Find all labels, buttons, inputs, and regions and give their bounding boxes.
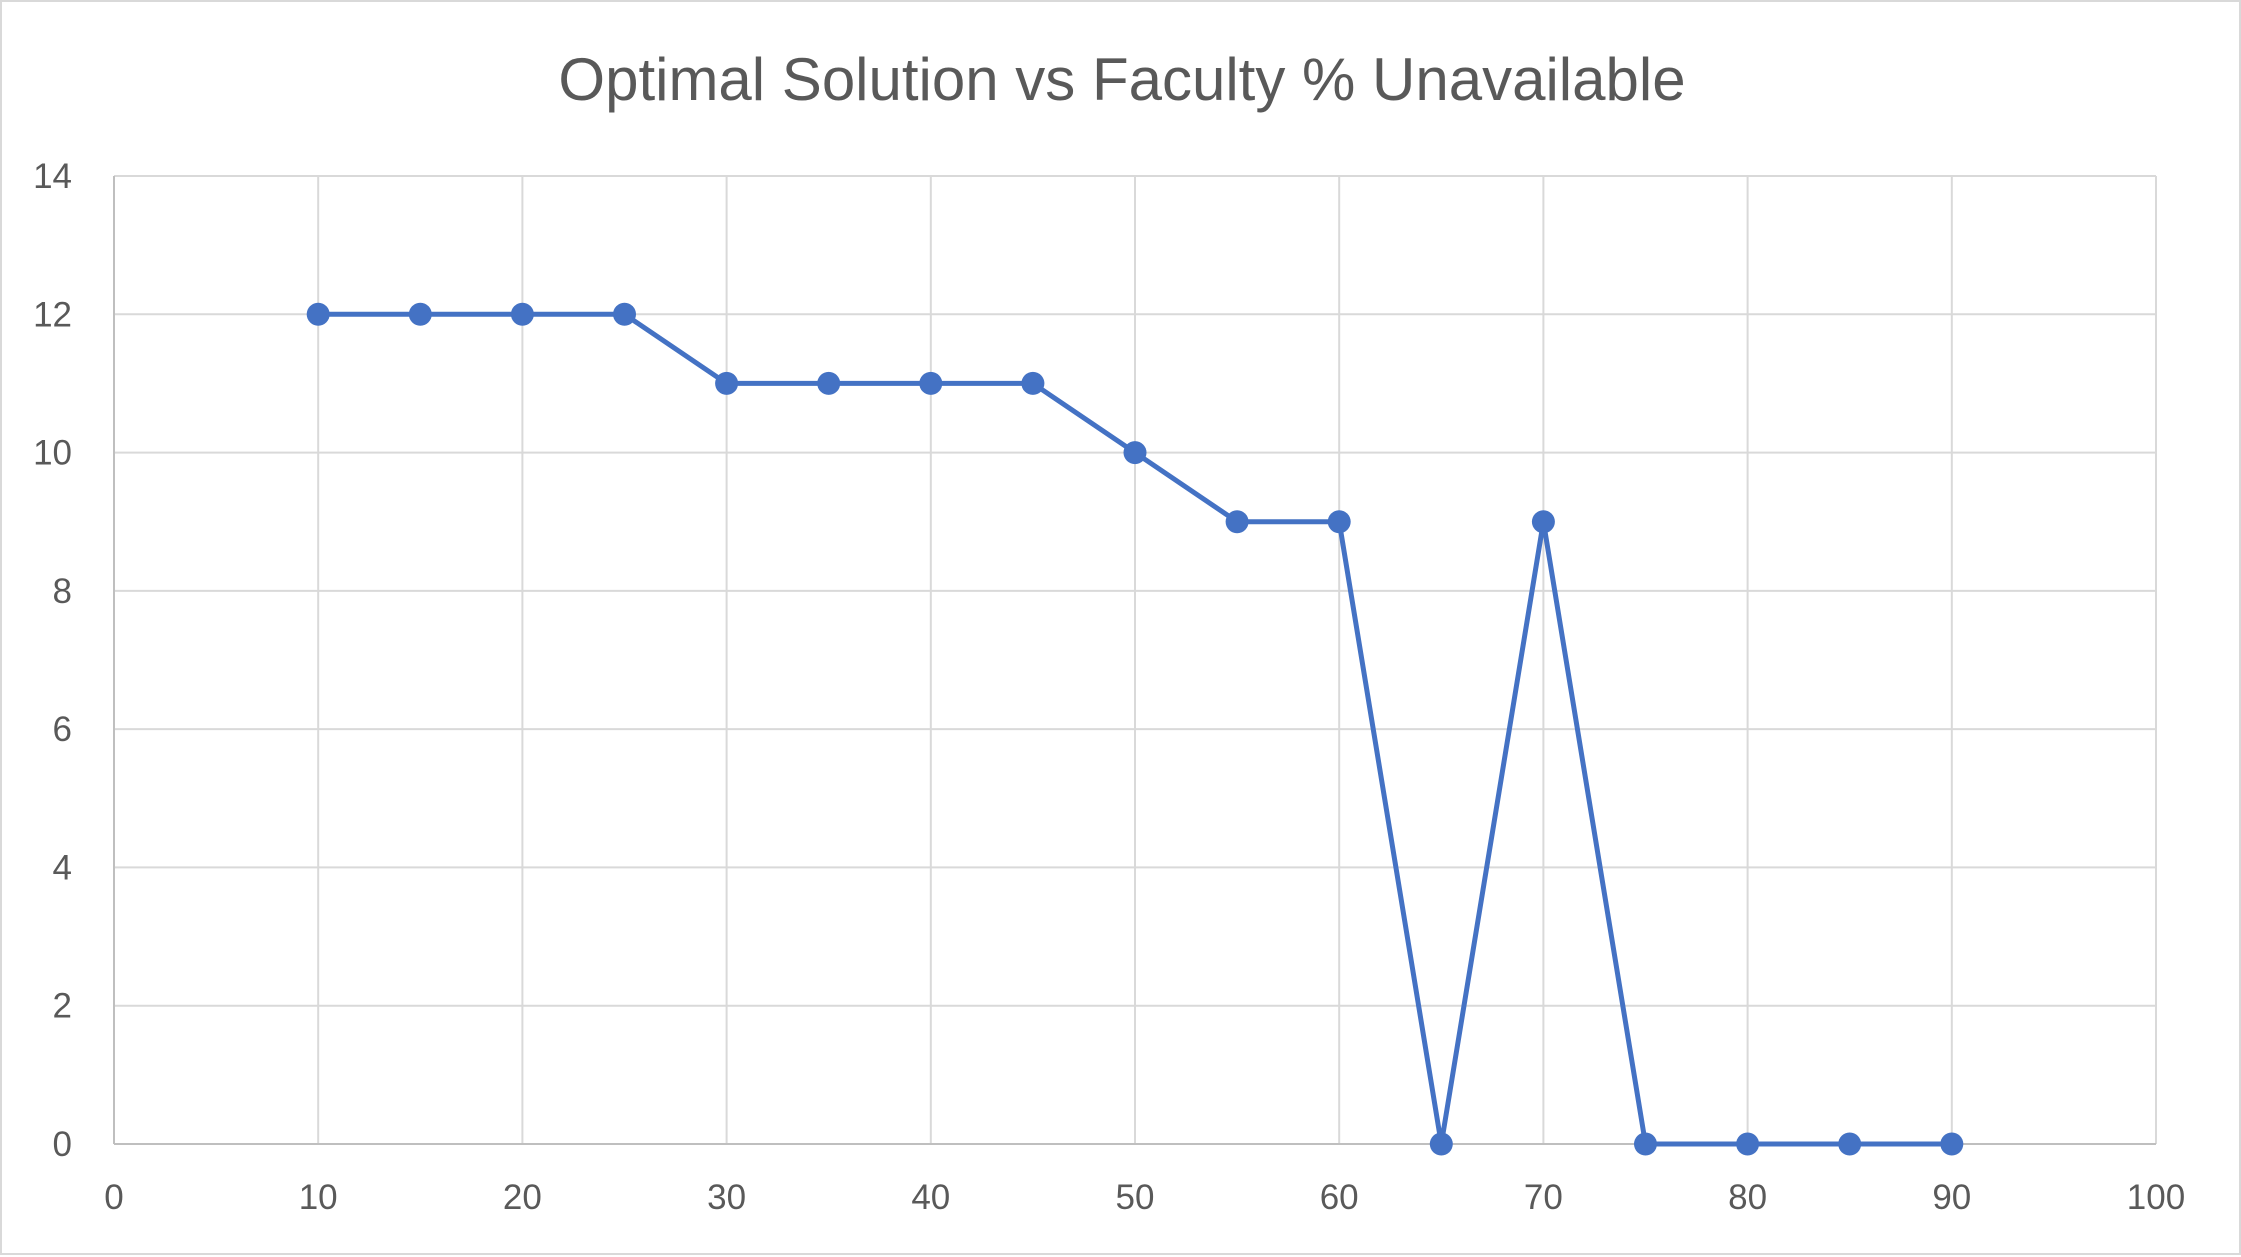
data-point [1123, 441, 1147, 465]
data-point [1634, 1132, 1657, 1156]
data-point [510, 302, 534, 326]
x-tick-label: 10 [299, 1178, 338, 1217]
x-tick-label: 70 [1524, 1178, 1563, 1217]
chart-title: Optimal Solution vs Faculty % Unavailabl… [558, 46, 1685, 113]
data-point [1021, 371, 1045, 395]
data-point [408, 302, 432, 326]
data-point [1225, 510, 1249, 534]
y-tick-label: 14 [33, 157, 72, 196]
x-tick-label: 80 [1728, 1178, 1767, 1217]
data-point [1940, 1132, 1964, 1156]
data-point [1736, 1132, 1760, 1156]
data-point [1838, 1132, 1862, 1156]
data-point [715, 371, 739, 395]
y-tick-label: 2 [53, 987, 72, 1026]
data-point [1531, 510, 1555, 534]
y-tick-label: 10 [33, 434, 72, 473]
axes: 0 2 4 6 8 10 12 14 0 10 20 30 40 50 60 70 80 90 100 [33, 157, 2185, 1217]
y-tick-label: 4 [53, 848, 72, 887]
x-tick-label: 0 [104, 1178, 123, 1217]
x-tick-label: 90 [1932, 1178, 1971, 1217]
x-tick-label: 30 [707, 1178, 746, 1217]
data-point [1327, 510, 1351, 534]
x-tick-label: 50 [1116, 1178, 1155, 1217]
y-tick-label: 6 [53, 710, 72, 749]
data-point [919, 371, 943, 395]
data-point [613, 302, 636, 326]
x-tick-label: 20 [503, 1178, 542, 1217]
y-tick-label: 12 [33, 295, 72, 334]
x-tick-label: 60 [1320, 1178, 1359, 1217]
data-point [306, 302, 330, 326]
y-tick-label: 8 [53, 572, 72, 611]
data-point [817, 371, 841, 395]
y-tick-label: 0 [53, 1125, 72, 1164]
series-layer [306, 302, 1964, 1156]
x-tick-label: 100 [2127, 1178, 2185, 1217]
x-tick-label: 40 [911, 1178, 950, 1217]
data-point [1429, 1132, 1453, 1156]
